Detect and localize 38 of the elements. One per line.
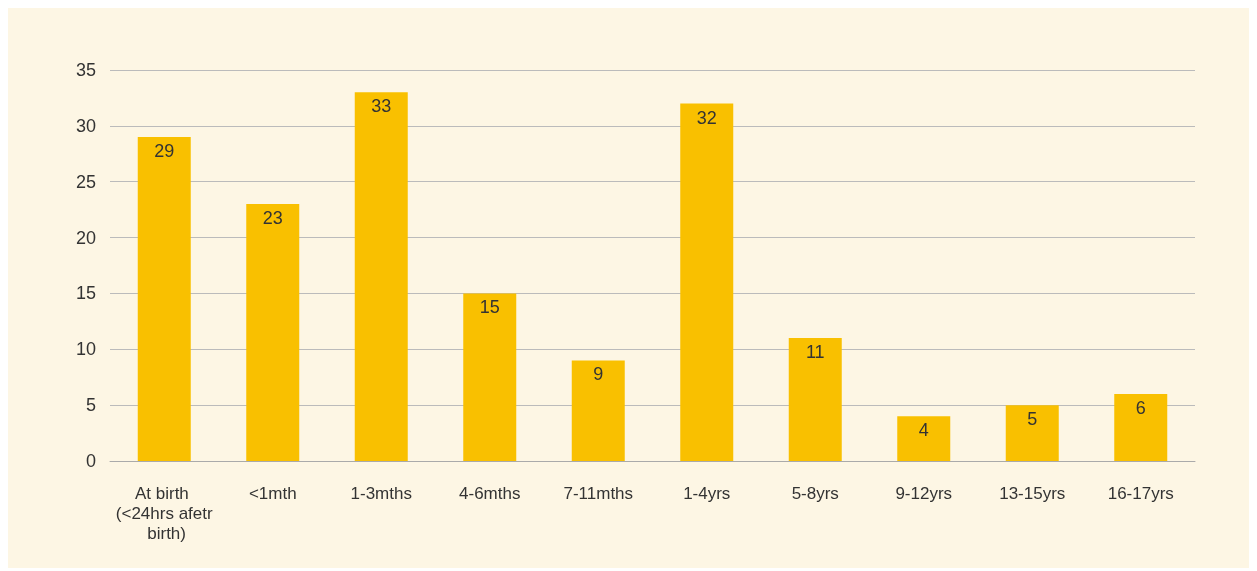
x-tick-label: 4-6mths bbox=[459, 483, 521, 503]
y-tick-label: 25 bbox=[75, 171, 96, 192]
bar bbox=[571, 360, 625, 461]
x-tick-label: At birth (<24hrs afetr birth) bbox=[115, 483, 214, 543]
bar bbox=[1114, 393, 1168, 461]
data-label: 32 bbox=[696, 107, 717, 128]
data-label: 23 bbox=[262, 208, 283, 229]
bar bbox=[680, 103, 734, 461]
bar bbox=[137, 137, 191, 461]
x-tick-label: 1-3mths bbox=[350, 483, 412, 503]
bar bbox=[1005, 405, 1059, 461]
bar bbox=[463, 293, 517, 461]
y-tick-label: 35 bbox=[75, 60, 96, 80]
x-tick-label: 16-17yrs bbox=[1107, 483, 1174, 503]
bar bbox=[354, 92, 408, 461]
y-tick-label: 0 bbox=[85, 451, 96, 471]
data-label: 33 bbox=[371, 96, 392, 117]
data-label: 6 bbox=[1135, 397, 1146, 418]
x-tick-label: 7-11mths bbox=[563, 483, 634, 503]
data-label: 29 bbox=[154, 141, 175, 162]
bar bbox=[246, 204, 300, 461]
bar bbox=[788, 338, 842, 461]
data-label: 15 bbox=[479, 297, 500, 318]
y-tick-label: 15 bbox=[75, 283, 96, 304]
data-label: 9 bbox=[593, 364, 604, 385]
data-label: 11 bbox=[805, 342, 825, 363]
x-tick-label: 1-4yrs bbox=[683, 483, 731, 503]
data-label: 5 bbox=[1027, 409, 1038, 430]
x-tick-label: 9-12yrs bbox=[895, 483, 953, 503]
y-tick-label: 5 bbox=[85, 395, 96, 416]
x-tick-label: 5-8yrs bbox=[791, 483, 839, 503]
bar bbox=[897, 416, 951, 461]
y-tick-label: 20 bbox=[75, 227, 96, 248]
x-tick-label: <1mth bbox=[248, 483, 297, 503]
x-tick-label: 13-15yrs bbox=[999, 483, 1066, 503]
y-tick-label: 30 bbox=[75, 115, 96, 136]
y-tick-label: 10 bbox=[75, 339, 96, 360]
data-label: 4 bbox=[918, 420, 929, 441]
